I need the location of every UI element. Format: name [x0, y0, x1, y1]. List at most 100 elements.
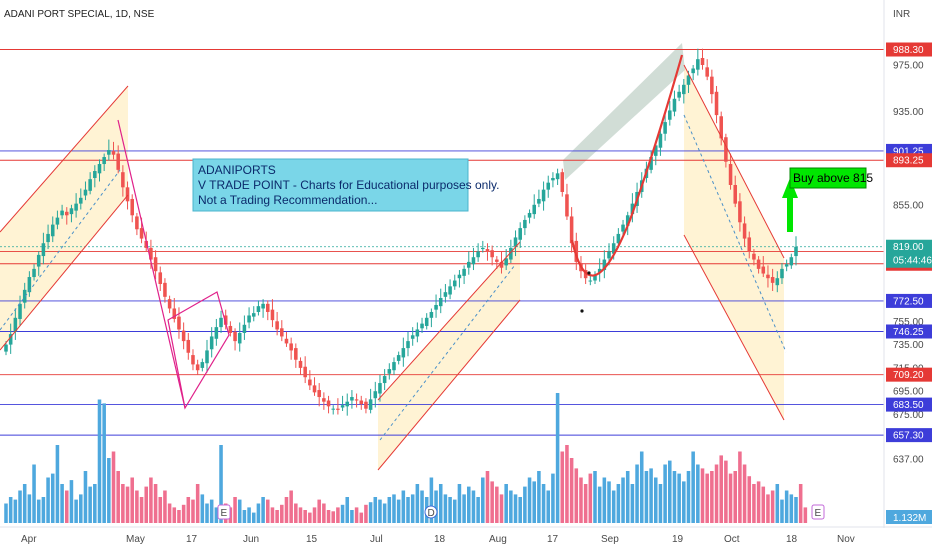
price-badge-label: 683.50 [893, 400, 924, 411]
candle-body [770, 277, 775, 283]
candle-body [4, 344, 8, 352]
candle-body [420, 323, 424, 329]
volume-bar [668, 460, 672, 523]
x-tick-label: Jun [243, 534, 259, 545]
breakdown-line [117, 119, 186, 409]
volume-bar [336, 507, 340, 523]
volume-bar [784, 490, 789, 523]
volume-bar [93, 484, 97, 523]
candle-body [27, 277, 32, 293]
candle-body [523, 219, 527, 229]
channel-oct-upper-line [683, 64, 785, 259]
price-badge-657.30: 657.30 [886, 428, 932, 443]
note-line-3: Not a Trading Recommendation... [198, 193, 377, 207]
volume-bar [251, 512, 256, 523]
candle-body [616, 233, 621, 244]
volume-bar [462, 494, 466, 523]
volume-bar [233, 497, 237, 523]
event-marker-D[interactable]: D [424, 505, 438, 519]
volume-bar [22, 484, 27, 523]
volume-bar [74, 499, 78, 523]
candle-body [111, 151, 116, 155]
volume-bar [560, 451, 565, 523]
note-line-2: V TRADE POINT - Charts for Educational p… [198, 178, 499, 192]
y-tick-label: 755.00 [893, 317, 924, 328]
candle-body [345, 401, 350, 407]
volume-bar [102, 403, 106, 523]
candle-body [415, 329, 420, 337]
volume-bar [789, 494, 794, 523]
volume-bar [200, 494, 205, 523]
price-badge-bg [886, 42, 932, 57]
candle-body [219, 317, 223, 328]
volume-bar [298, 507, 303, 523]
volume-bar [495, 486, 499, 523]
price-badge-label: 901.25 [893, 146, 924, 157]
candle-body [588, 280, 593, 282]
volume-bar [798, 484, 803, 523]
candle-body [364, 401, 368, 409]
volume-bar [312, 507, 317, 523]
volume-bar [340, 504, 345, 523]
volume-bar [509, 490, 513, 523]
volume-bar [756, 481, 761, 523]
volume-bar [429, 477, 434, 523]
event-marker-E[interactable]: E [811, 504, 825, 520]
volume-bar [158, 497, 163, 523]
volume-bar [284, 497, 289, 523]
volume-bar [270, 507, 275, 523]
volume-bar [490, 481, 494, 523]
y-tick-label: 637.00 [893, 454, 924, 465]
volume-bar [630, 484, 635, 523]
candle-body [312, 385, 317, 393]
y-tick-label: 675.00 [893, 410, 924, 421]
volume-bar [738, 451, 742, 523]
candle-body [153, 257, 158, 272]
volume-bar [64, 490, 69, 523]
volume-bar [125, 486, 130, 523]
candle-body [569, 216, 574, 244]
candle-body [742, 223, 747, 239]
volume-bar [237, 499, 242, 523]
dashed-trend-oct [683, 114, 787, 353]
price-badge-683.50: 683.50 [886, 397, 932, 412]
volume-bar [265, 499, 270, 523]
volume-bar [121, 484, 125, 523]
volume-bar [551, 473, 555, 523]
volume-bar [518, 497, 522, 523]
candle-body [64, 211, 69, 216]
candle-body [621, 224, 625, 232]
volume-bar [663, 464, 667, 523]
volume-bar [4, 503, 8, 523]
candle-body [406, 341, 410, 349]
candle-body [761, 266, 766, 274]
event-marker-letter: D [428, 508, 435, 519]
candle-body [135, 216, 139, 230]
note-line-1: ADANIPORTS [198, 163, 276, 177]
candle-body [789, 257, 794, 266]
volume-bar [513, 494, 518, 523]
volume-bar [457, 484, 462, 523]
candle-body [46, 233, 50, 243]
candle-body [326, 400, 331, 407]
candle-body [177, 316, 181, 330]
candle-body [481, 247, 485, 250]
x-tick-label: 15 [306, 534, 318, 545]
candle-body [555, 173, 560, 180]
channel-jul-upper-line [377, 241, 521, 401]
volume-bar [653, 477, 658, 523]
candle-body [438, 298, 443, 307]
candle-body [209, 336, 214, 350]
candle-body [36, 254, 41, 267]
candle-body [476, 251, 480, 258]
chart-background-layer [0, 43, 784, 470]
price-badge-label: 709.20 [893, 370, 924, 381]
event-marker-E[interactable]: E [217, 504, 231, 520]
volume-bar [410, 494, 415, 523]
candle-body [780, 268, 784, 279]
candle-body [532, 204, 537, 215]
volume-bar [583, 484, 588, 523]
